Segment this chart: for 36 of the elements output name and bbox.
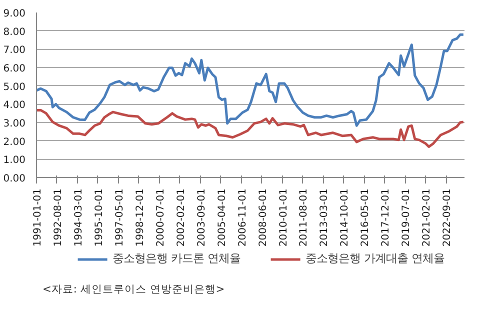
x-tick-label: 2010-01-01 (278, 188, 290, 247)
x-tick-label: 2000-07-01 (155, 188, 166, 247)
y-tick-label: 2.00 (3, 136, 26, 148)
x-tick-label: 2022-09-01 (442, 188, 454, 247)
y-tick-label: 0.00 (3, 174, 26, 184)
y-tick-label: 4.00 (3, 100, 26, 112)
x-tick-label: 1995-10-01 (94, 188, 105, 247)
line-series (36, 33, 464, 127)
legend-label: 중소형은행 가계대출 연체율 (306, 251, 445, 266)
y-tick-label: 6.00 (3, 64, 26, 74)
x-tick-label: 2019-07-01 (401, 188, 412, 247)
x-tick-label: 2006-11-01 (237, 188, 248, 247)
x-tick-label: 1994-03-01 (73, 188, 84, 247)
x-tick-label: 1998-12-01 (134, 188, 146, 247)
y-tick-label: 8.00 (3, 26, 26, 38)
x-tick-label: 2005-04-01 (216, 188, 228, 247)
x-tick-label: 2013-03-01 (319, 188, 330, 247)
x-tick-label: 2017-12-01 (380, 188, 392, 247)
y-tick-label: 9.00 (3, 8, 26, 20)
y-tick-label: 1.00 (3, 155, 26, 166)
x-tick-label: 2016-05-01 (360, 188, 372, 247)
x-tick-label: 2014-10-01 (340, 188, 351, 247)
x-tick-label: 2003-09-01 (196, 188, 208, 247)
text: <자료: 세인트루이스 연방준비은행> (42, 282, 225, 296)
x-tick-label: 2011-08-01 (298, 188, 310, 247)
legend-label: 중소형은행 카드론 연체율 (112, 251, 240, 266)
y-tick-label: 5.00 (3, 82, 26, 93)
x-tick-label: 1991-01-01 (32, 188, 44, 247)
x-tick-label: 1997-05-01 (114, 188, 126, 247)
y-tick-label: 3.00 (3, 118, 26, 130)
x-tick-label: 1992-08-01 (52, 188, 64, 247)
x-tick-label: 2021-02-01 (422, 188, 433, 247)
x-tick-label: 2008-06-01 (258, 188, 269, 247)
line-series (36, 108, 464, 148)
x-tick-label: 2002-02-01 (176, 188, 187, 247)
y-tick-label: 7.00 (3, 45, 26, 56)
